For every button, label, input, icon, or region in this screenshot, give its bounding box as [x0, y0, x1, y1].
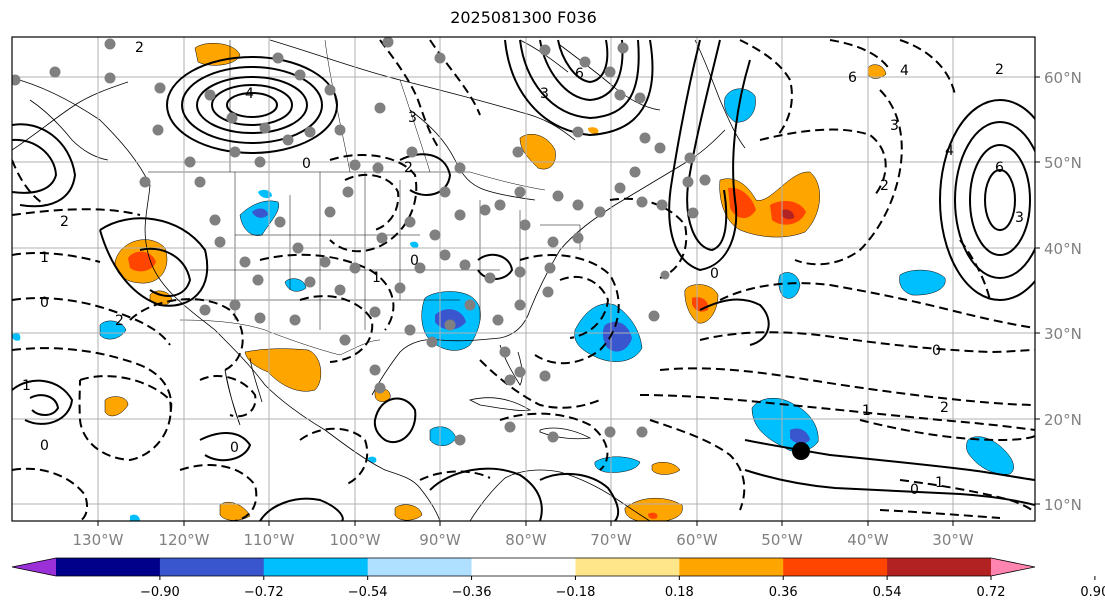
- colorbar-segment: [367, 558, 473, 576]
- lon-label: 90°W: [419, 531, 461, 549]
- colorbar-tick-label: 0.54: [873, 585, 902, 600]
- lat-label: 10°N: [1044, 496, 1082, 514]
- colorbar-segment: [887, 558, 992, 576]
- contour-label: 2: [135, 40, 144, 56]
- longitude-axis: [97, 521, 954, 526]
- contour-label: 0: [230, 440, 239, 456]
- lon-label: 110°W: [244, 531, 295, 549]
- contour-label: 3: [408, 110, 417, 126]
- colorbar-segment: [159, 558, 265, 576]
- colorbar-tick-label: −0.72: [244, 585, 284, 600]
- contour-label: 6: [575, 66, 584, 82]
- lat-label: 60°N: [1044, 69, 1082, 87]
- colorbar-segment: [575, 558, 680, 576]
- latitude-axis: [1035, 76, 1040, 505]
- political-borders: [148, 39, 581, 356]
- colorbar-segment: [679, 558, 784, 576]
- gridlines: [12, 37, 1035, 521]
- colorbar-tick-label: −0.90: [140, 585, 180, 600]
- lon-label: 100°W: [330, 531, 381, 549]
- contour-label: 0: [40, 438, 49, 454]
- lat-label: 50°N: [1044, 154, 1082, 172]
- lon-label: 130°W: [73, 531, 124, 549]
- contour-label: 2: [880, 178, 889, 194]
- contour-label: 0: [302, 156, 311, 172]
- contour-label: 0: [410, 253, 419, 269]
- colorbar-segment: [56, 558, 161, 576]
- colorbar-tick-label: 0.90: [1080, 585, 1105, 600]
- contour-label: 0: [40, 295, 49, 311]
- colorbar-tick-label: 0.36: [769, 585, 798, 600]
- lon-label: 40°W: [847, 531, 889, 549]
- lon-label: 60°W: [676, 531, 718, 549]
- lon-label: 120°W: [159, 531, 210, 549]
- contour-label: 0: [932, 343, 941, 359]
- coastlines: [12, 39, 746, 521]
- dashed-contours: [12, 39, 1035, 521]
- lat-label: 30°N: [1044, 325, 1082, 343]
- storm-center-marker: [792, 442, 810, 460]
- contour-label: 1: [862, 403, 871, 419]
- colorbar-segment: [263, 558, 369, 576]
- map-title: 2025081300 F036: [450, 8, 597, 27]
- lon-label: 80°W: [505, 531, 547, 549]
- contour-label: 4: [900, 63, 909, 79]
- lat-label: 20°N: [1044, 411, 1082, 429]
- contour-label: 6: [995, 160, 1004, 176]
- colorbar: −0.90 −0.72 −0.54 −0.36 −0.18 0.18 0.36 0.54 0.7…: [11, 557, 1105, 600]
- positive-anomaly-shading: [104, 43, 887, 521]
- contour-label: 1: [935, 475, 944, 491]
- contour-label: 1: [22, 378, 31, 394]
- colorbar-segment: [783, 558, 888, 576]
- contour-label: 2: [404, 160, 413, 176]
- contour-label: 0: [910, 482, 919, 498]
- contour-label: 0: [710, 266, 719, 282]
- colorbar-tick-label: −0.54: [348, 585, 388, 600]
- contour-label: 2: [115, 313, 124, 329]
- colorbar-extend-high: [991, 558, 1035, 576]
- lat-label: 40°N: [1044, 240, 1082, 258]
- contour-label: 2: [940, 400, 949, 416]
- contour-label: 4: [945, 143, 954, 159]
- colorbar-tick-label: −0.36: [452, 585, 492, 600]
- colorbar-tick-label: 0.72: [977, 585, 1006, 600]
- colorbar-tick-label: −0.18: [556, 585, 596, 600]
- contour-labels: 2 4 6 6 4 2 3 3 2 0 2 1 0 2 0 1 0 0 1 2 …: [22, 40, 1024, 498]
- contour-label: 2: [995, 62, 1004, 78]
- colorbar-tick-label: 0.18: [665, 585, 694, 600]
- colorbar-segment: [471, 558, 576, 576]
- contour-label: 1: [40, 250, 49, 266]
- lon-label: 30°W: [932, 531, 974, 549]
- map-background: [12, 37, 1035, 521]
- contour-label: 3: [1015, 210, 1024, 226]
- station-markers: [12, 37, 711, 446]
- colorbar-extend-low: [12, 558, 56, 576]
- colorbar-outline: [11, 557, 1036, 577]
- contour-label: 3: [890, 118, 899, 134]
- lon-label: 70°W: [590, 531, 632, 549]
- contour-label: 4: [245, 86, 254, 102]
- contour-label: 3: [540, 86, 549, 102]
- lon-label: 50°W: [761, 531, 803, 549]
- solid-contours: [12, 39, 1035, 521]
- contour-label: 6: [848, 70, 857, 86]
- contour-label: 1: [372, 270, 381, 286]
- map-content: 2 4 6 6 4 2 3 3 2 0 2 1 0 2 0 1 0 0 1 2 …: [12, 37, 1035, 521]
- map-frame: [11, 36, 1036, 522]
- contour-label: 2: [60, 214, 69, 230]
